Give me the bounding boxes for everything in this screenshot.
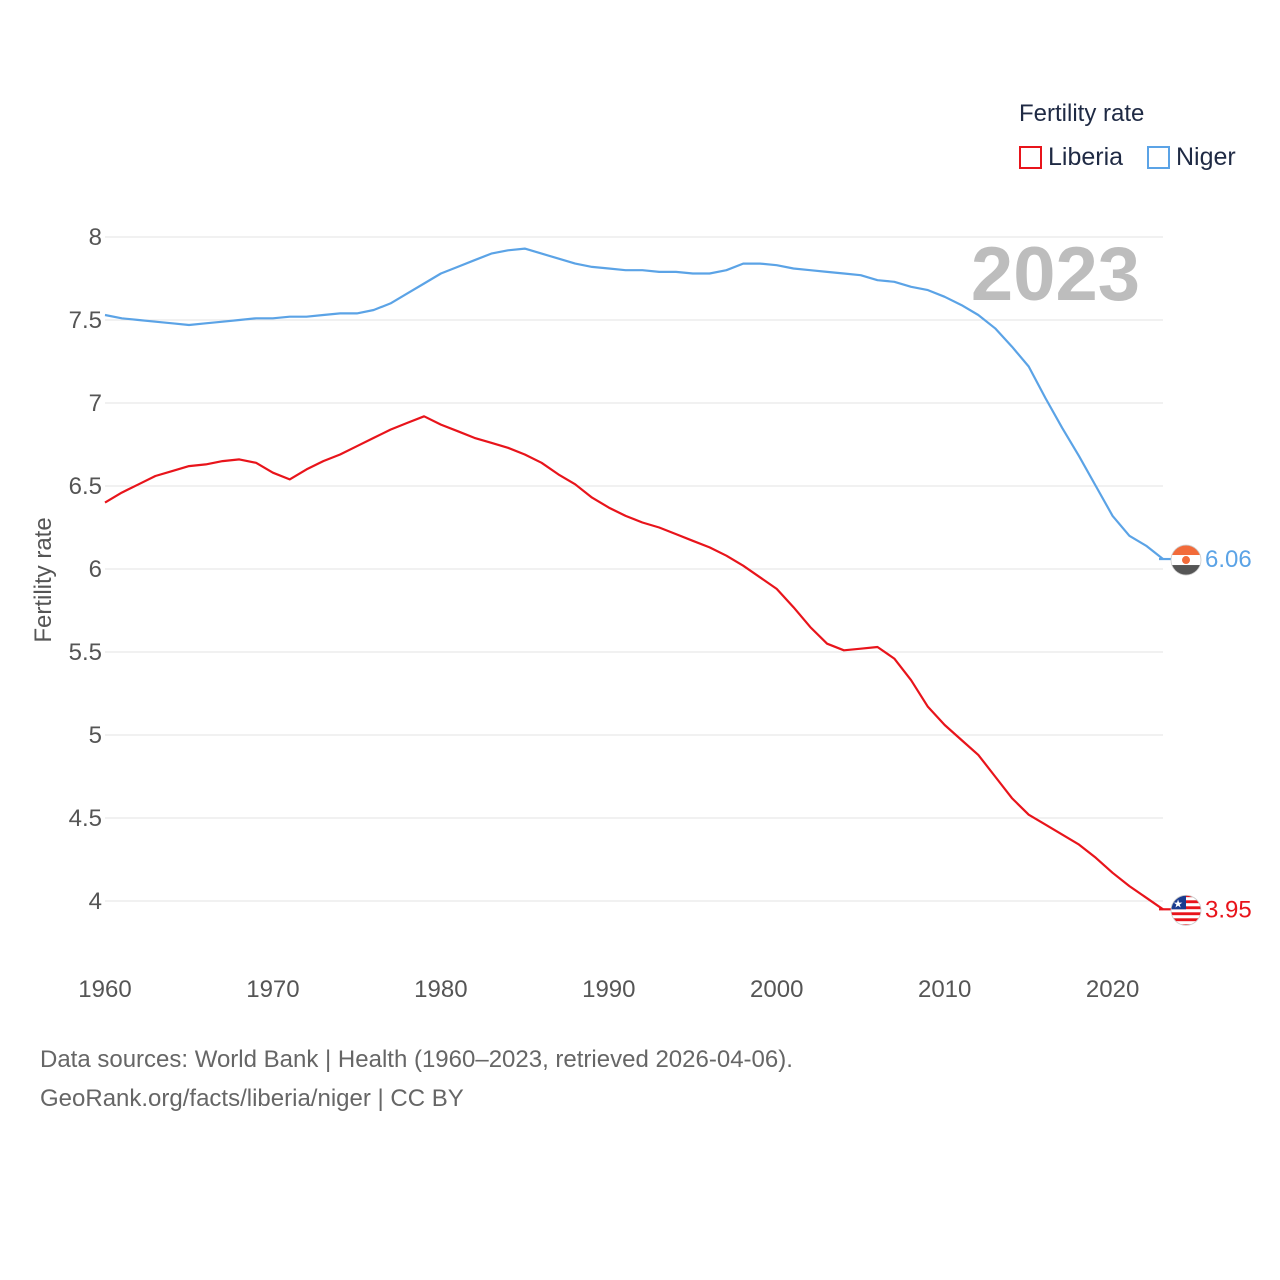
- liberia-flag-icon: ★: [1170, 894, 1202, 926]
- y-tick-label: 6.5: [69, 473, 102, 500]
- legend-label-niger: Niger: [1176, 142, 1236, 171]
- legend-swatch-niger: [1147, 145, 1170, 169]
- gridlines: [105, 236, 1163, 902]
- x-tick-label: 1990: [582, 976, 635, 1003]
- y-tick-label: 5.5: [69, 639, 102, 666]
- series-lines: [104, 247, 1164, 911]
- legend-title: Fertility rate: [1019, 100, 1145, 127]
- x-tick-label: 1980: [414, 976, 467, 1003]
- legend-label-liberia: Liberia: [1048, 142, 1124, 171]
- x-tick-label: 2010: [918, 976, 971, 1003]
- x-axis-ticks: 1960 1970 1980 1990 2000 2010 2020: [78, 976, 1139, 1003]
- series-line-liberia: [104, 415, 1164, 911]
- legend-item-liberia[interactable]: Liberia: [1019, 142, 1123, 172]
- y-tick-label: 5: [89, 722, 102, 749]
- x-tick-label: 1960: [78, 976, 131, 1003]
- y-tick-label: 7.5: [69, 307, 102, 334]
- y-tick-label: 7: [89, 390, 102, 417]
- series-end-markers: ★ 3.95 6.06: [1159, 544, 1252, 926]
- y-tick-label: 4.5: [69, 805, 102, 832]
- x-tick-label: 2020: [1086, 976, 1139, 1003]
- svg-text:★: ★: [1173, 897, 1183, 910]
- footer-attribution[interactable]: GeoRank.org/facts/liberia/niger | CC BY: [40, 1085, 464, 1112]
- y-tick-label: 4: [89, 888, 102, 915]
- niger-flag-icon: [1170, 544, 1202, 576]
- end-value-niger: 6.06: [1205, 546, 1252, 573]
- y-tick-label: 6: [89, 556, 102, 583]
- legend-swatch-liberia: [1019, 145, 1042, 169]
- y-tick-label: 8: [89, 224, 102, 251]
- end-value-liberia: 3.95: [1205, 896, 1252, 923]
- year-label: 2023: [971, 232, 1140, 317]
- x-tick-label: 1970: [246, 976, 299, 1003]
- y-axis-ticks: 4 4.5 5 5.5 6 6.5 7 7.5 8: [69, 224, 102, 915]
- y-axis-label: Fertility rate: [30, 517, 57, 642]
- footer-sources: Data sources: World Bank | Health (1960–…: [40, 1046, 793, 1073]
- x-tick-label: 2000: [750, 976, 803, 1003]
- legend-item-niger[interactable]: Niger: [1147, 142, 1236, 172]
- series-line-niger: [104, 247, 1164, 560]
